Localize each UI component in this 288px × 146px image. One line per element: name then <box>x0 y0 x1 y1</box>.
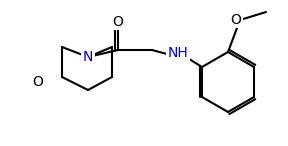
Text: N: N <box>83 50 93 64</box>
Text: NH: NH <box>168 46 188 60</box>
Text: O: O <box>113 15 124 29</box>
Text: O: O <box>33 75 43 89</box>
Text: O: O <box>231 13 241 27</box>
